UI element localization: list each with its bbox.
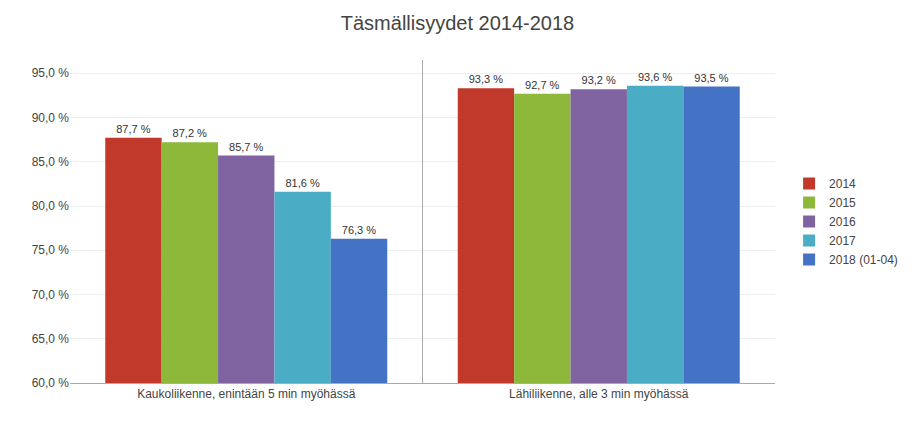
svg-text:2017: 2017	[829, 234, 856, 248]
svg-text:Kaukoliikenne, enintään 5 min: Kaukoliikenne, enintään 5 min myöhässä	[137, 387, 355, 401]
svg-text:87,2 %: 87,2 %	[173, 127, 207, 139]
svg-text:90,0 %: 90,0 %	[32, 111, 70, 125]
svg-text:85,7 %: 85,7 %	[229, 141, 263, 153]
svg-text:87,7 %: 87,7 %	[116, 123, 150, 135]
svg-text:70,0 %: 70,0 %	[32, 288, 70, 302]
svg-text:76,3 %: 76,3 %	[342, 224, 376, 236]
svg-text:92,7 %: 92,7 %	[525, 79, 559, 91]
svg-text:60,0 %: 60,0 %	[32, 376, 70, 390]
svg-text:2015: 2015	[829, 196, 856, 210]
svg-text:2014: 2014	[829, 177, 856, 191]
svg-text:85,0 %: 85,0 %	[32, 155, 70, 169]
svg-text:93,5 %: 93,5 %	[694, 72, 728, 84]
svg-text:Täsmällisyydet 2014-2018: Täsmällisyydet 2014-2018	[341, 12, 574, 34]
svg-text:Lähiliikenne, alle 3 min myöhä: Lähiliikenne, alle 3 min myöhässä	[509, 387, 689, 401]
svg-text:95,0 %: 95,0 %	[32, 66, 70, 80]
svg-text:80,0 %: 80,0 %	[32, 199, 70, 213]
svg-text:93,6 %: 93,6 %	[638, 71, 672, 83]
svg-text:2016: 2016	[829, 215, 856, 229]
svg-text:93,2 %: 93,2 %	[582, 74, 616, 86]
svg-text:81,6 %: 81,6 %	[285, 177, 319, 189]
svg-text:65,0 %: 65,0 %	[32, 332, 70, 346]
svg-text:2018 (01-04): 2018 (01-04)	[829, 253, 898, 267]
svg-text:93,3 %: 93,3 %	[469, 73, 503, 85]
svg-text:75,0 %: 75,0 %	[32, 243, 70, 257]
